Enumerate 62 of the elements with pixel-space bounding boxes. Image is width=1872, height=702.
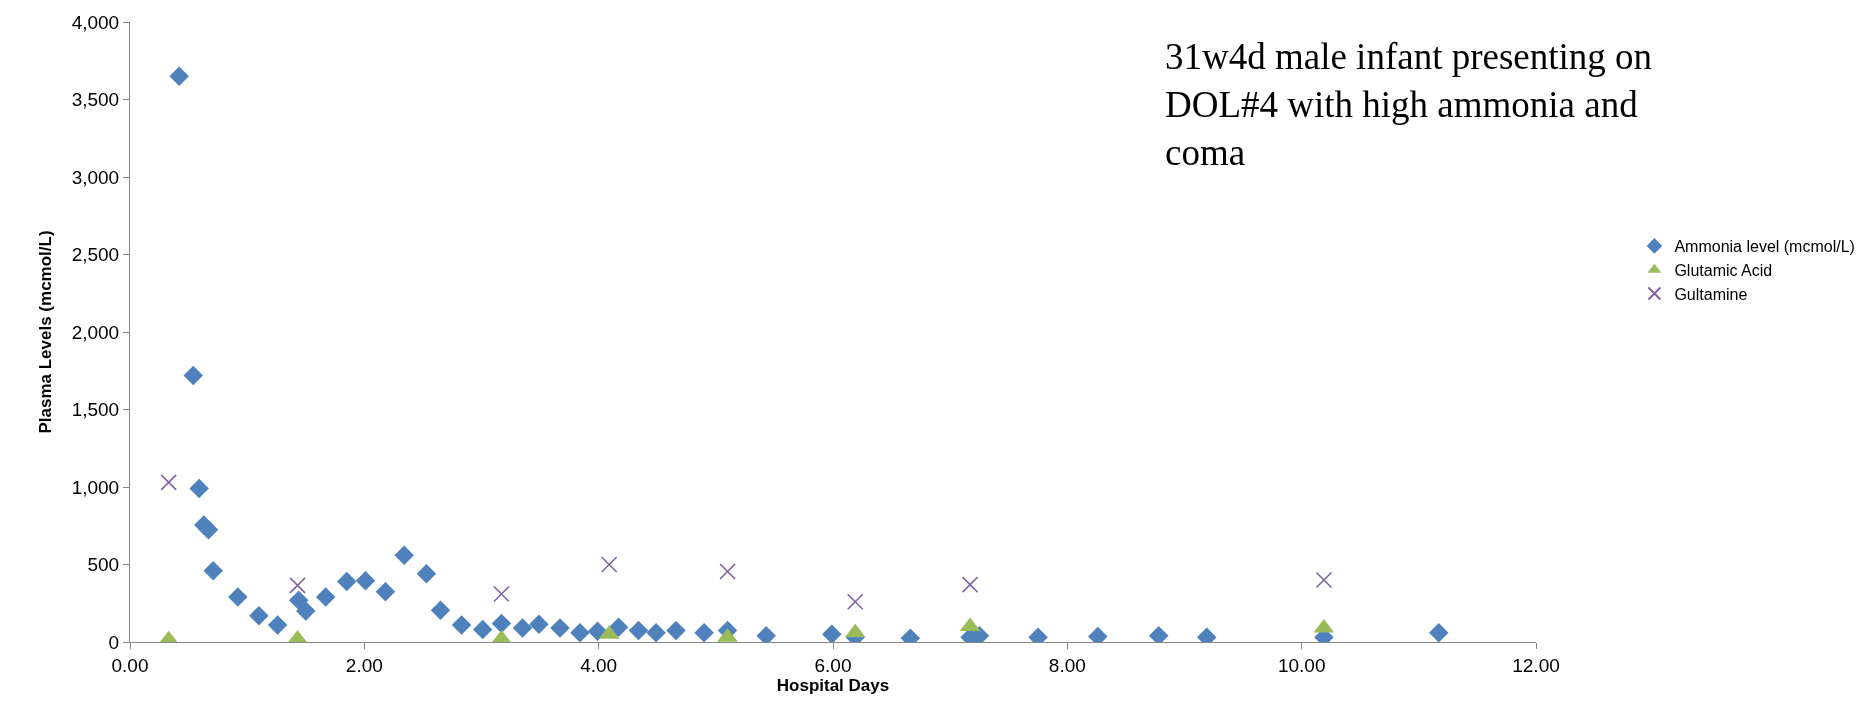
point	[355, 571, 376, 591]
point	[512, 618, 533, 638]
point	[493, 585, 510, 603]
point	[472, 619, 493, 640]
point	[296, 601, 316, 621]
point	[315, 587, 336, 607]
point	[289, 577, 306, 594]
point	[666, 620, 686, 641]
point	[1315, 571, 1333, 589]
point	[451, 615, 472, 635]
point	[228, 587, 248, 607]
point	[550, 618, 570, 638]
legend-label: Ammonia level (mcmol/L)	[1674, 238, 1855, 256]
y-tick-label: 2,500	[71, 244, 120, 266]
point	[160, 474, 177, 491]
y-tick-label: 2,000	[71, 321, 120, 343]
point	[587, 621, 608, 641]
x-tick-label: 10.00	[1277, 654, 1326, 676]
x-tick-label: 6.00	[814, 654, 852, 676]
point	[416, 564, 437, 584]
point	[491, 613, 512, 634]
point	[961, 576, 979, 593]
point	[570, 622, 590, 642]
y-axis-title: Plasma Levels (mcmol/L)	[36, 230, 56, 434]
x-tick-label: 12.00	[1512, 654, 1560, 676]
y-tick-label: 3,000	[71, 166, 120, 188]
point	[189, 478, 209, 499]
point	[337, 571, 357, 592]
x-tick-label: 4.00	[580, 654, 618, 676]
point	[183, 365, 204, 386]
legend-label: Gultamine	[1674, 285, 1748, 303]
y-tick-label: 0	[108, 631, 120, 653]
point	[169, 66, 189, 86]
point	[267, 615, 288, 635]
point	[646, 622, 666, 642]
x-axis-title: Hospital Days	[776, 675, 890, 695]
point	[430, 600, 451, 620]
point	[249, 605, 269, 626]
y-tick-label: 500	[87, 554, 120, 576]
point	[375, 581, 396, 602]
y-tick-label: 1,500	[71, 399, 120, 421]
x-tick-label: 0.00	[111, 654, 149, 676]
point	[694, 622, 714, 642]
y-tick-label: 1,000	[71, 476, 120, 498]
x-tick-label: 8.00	[1048, 654, 1086, 676]
legend-label: Glutamic Acid	[1674, 261, 1773, 279]
point	[628, 620, 649, 641]
point	[529, 614, 549, 634]
point	[822, 624, 842, 642]
point	[719, 563, 736, 580]
point	[600, 556, 618, 573]
x-tick-label: 2.00	[345, 654, 383, 676]
point	[846, 593, 864, 610]
point	[203, 560, 223, 581]
text: 31w4d male infant presenting on DOL#4 with high ammonia and coma	[1165, 36, 1653, 174]
y-tick-label: 3,500	[71, 89, 120, 111]
y-tick-label: 4,000	[71, 11, 120, 33]
point	[1429, 622, 1449, 642]
point	[198, 519, 219, 540]
point	[394, 545, 414, 565]
point	[608, 617, 629, 638]
point	[288, 590, 309, 610]
